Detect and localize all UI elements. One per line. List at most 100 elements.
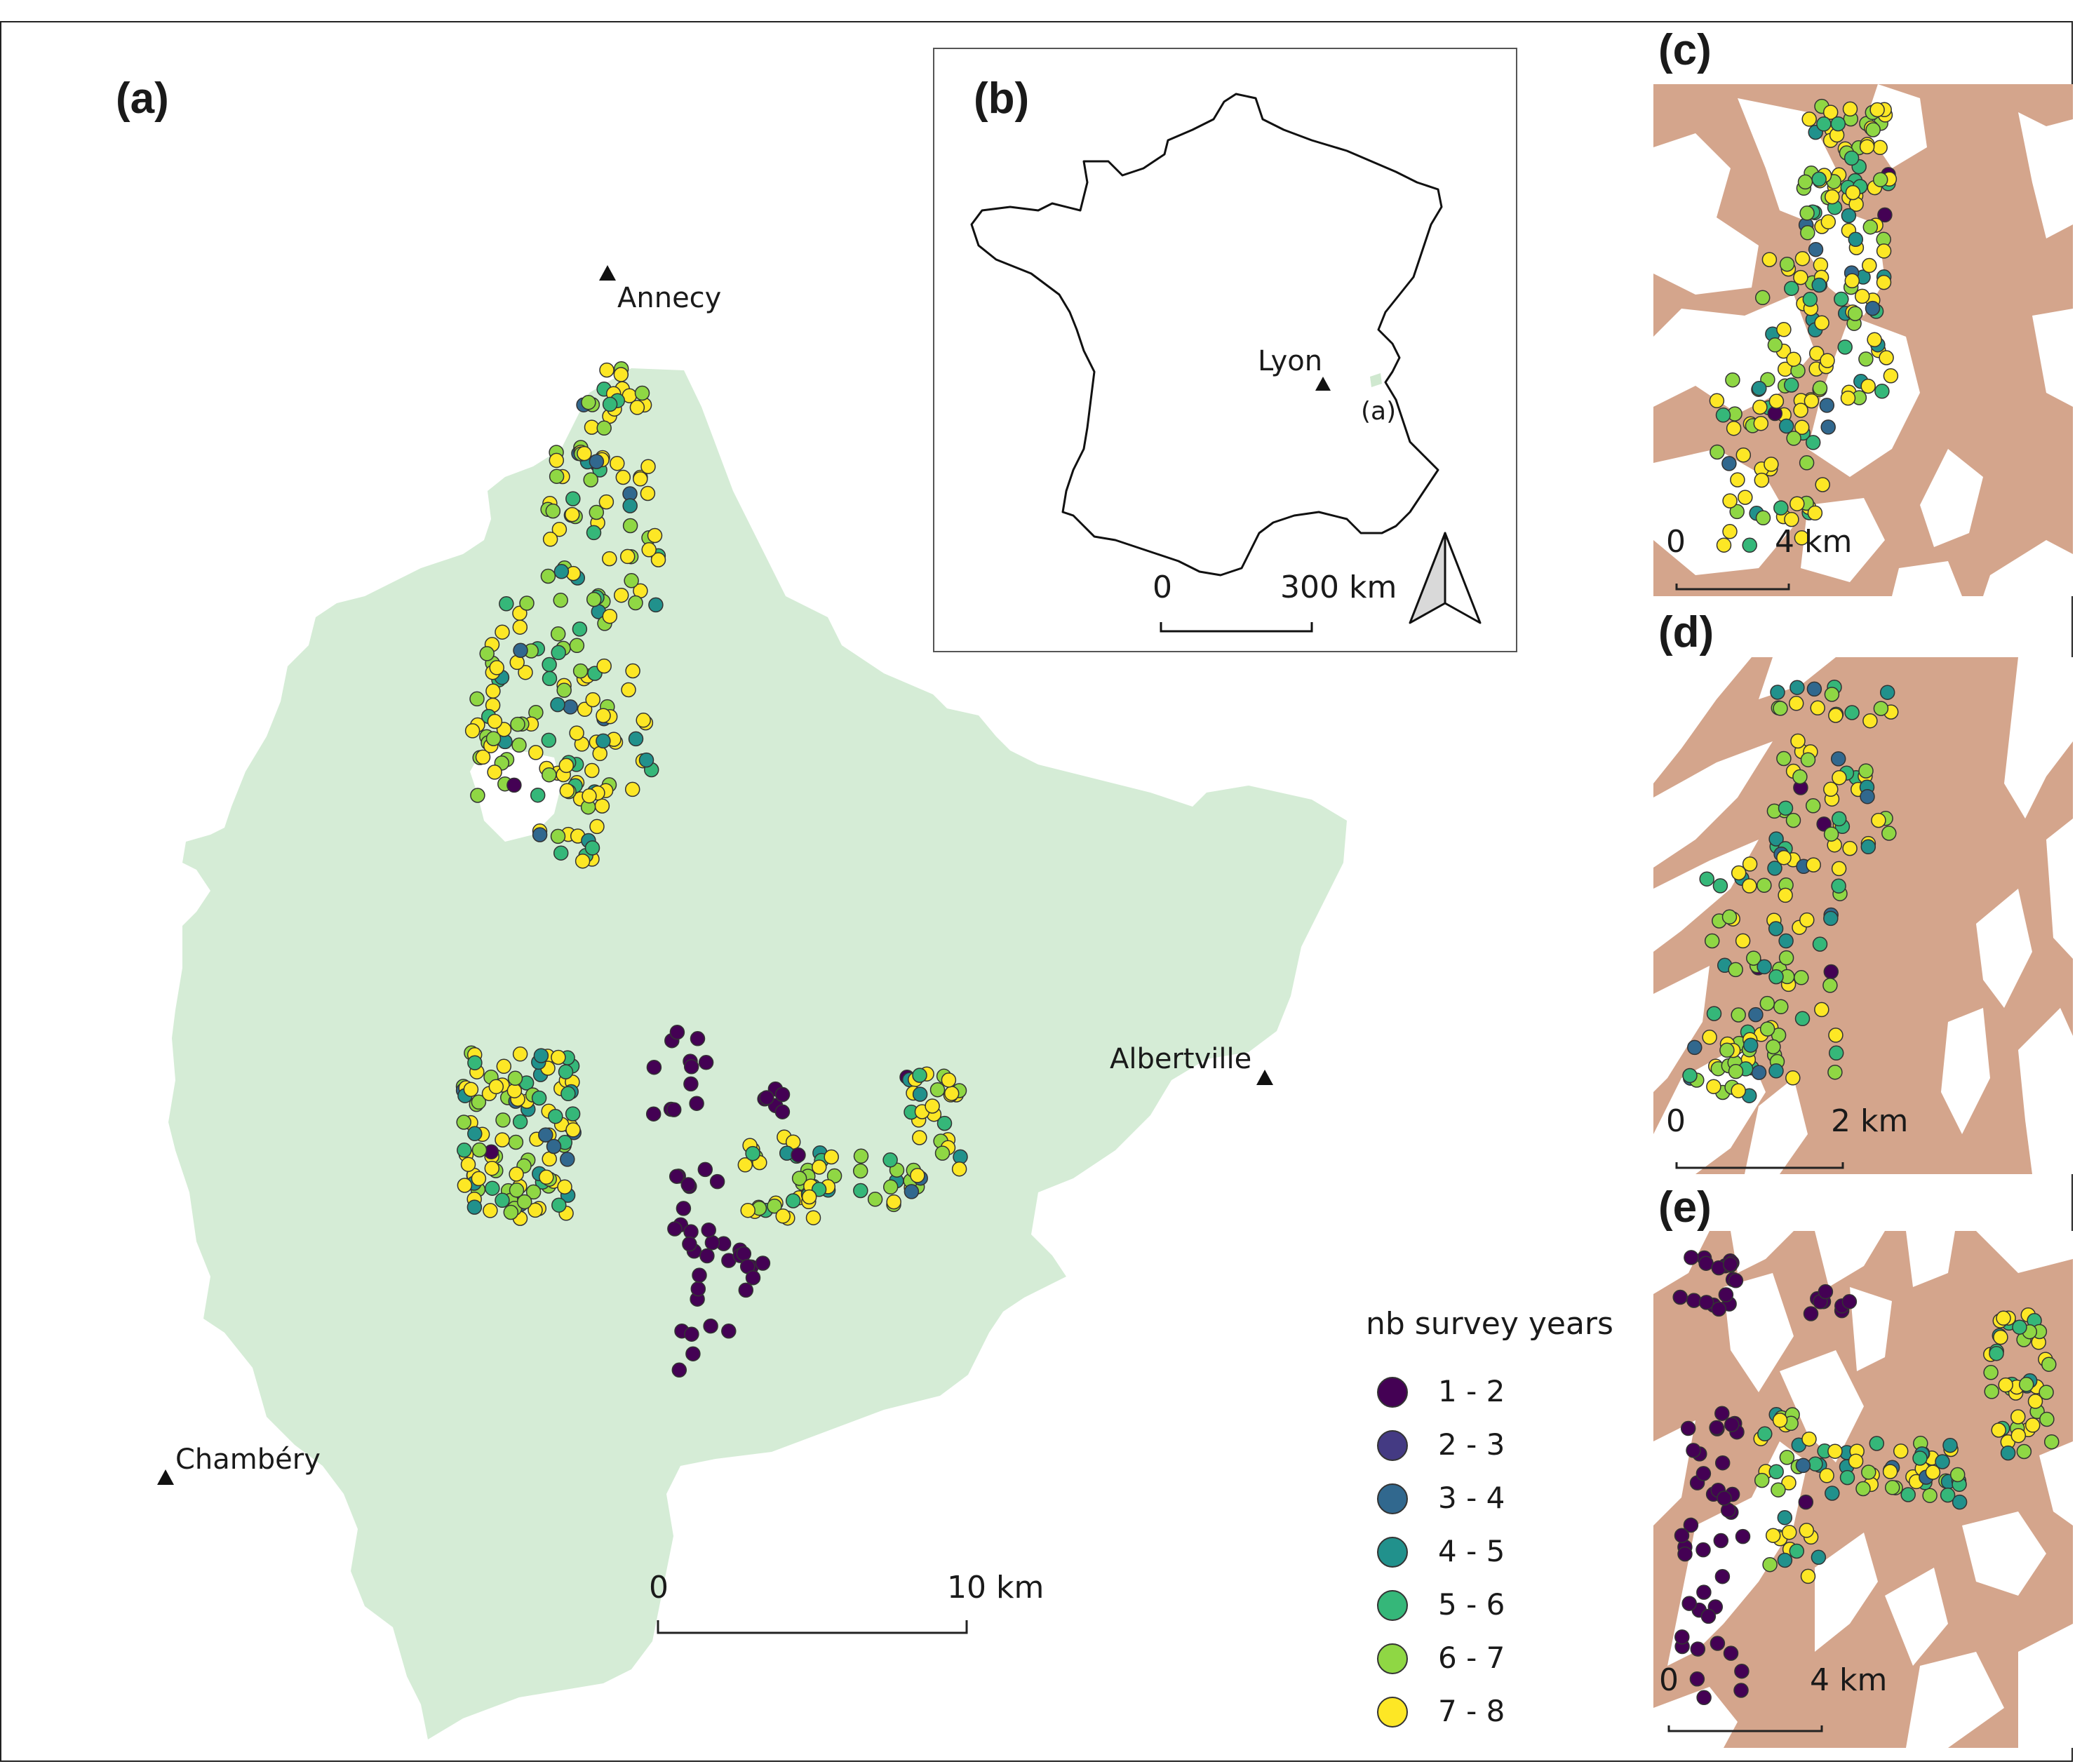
survey-point — [1721, 909, 1738, 925]
survey-point — [506, 777, 522, 793]
survey-point — [475, 749, 491, 765]
survey-point — [1800, 752, 1816, 767]
survey-point — [1786, 351, 1801, 367]
survey-point — [1714, 1455, 1731, 1471]
survey-point — [1722, 524, 1738, 539]
survey-point — [1799, 206, 1815, 221]
survey-point — [2043, 1434, 2060, 1450]
survey-point — [1808, 241, 1824, 257]
survey-point — [1684, 1250, 1699, 1265]
survey-point — [951, 1161, 967, 1177]
survey-point — [1735, 1528, 1751, 1544]
survey-point — [511, 737, 527, 753]
survey-point — [509, 1183, 525, 1198]
survey-point — [2041, 1356, 2057, 1372]
survey-point — [1848, 1453, 1864, 1469]
survey-point — [1811, 277, 1827, 293]
survey-point — [1778, 800, 1794, 816]
panel-d-label: (d) — [1658, 608, 1714, 657]
survey-points-d — [1682, 679, 1899, 1103]
survey-point — [886, 1194, 901, 1210]
legend-swatch — [1377, 1483, 1408, 1514]
survey-point — [650, 552, 666, 567]
survey-point — [1860, 839, 1876, 855]
survey-point — [1882, 1464, 1898, 1479]
survey-point — [1822, 105, 1839, 120]
survey-point — [1799, 912, 1815, 928]
survey-point — [692, 1267, 707, 1283]
survey-point — [471, 1094, 487, 1110]
survey-point — [1704, 933, 1720, 949]
survey-point — [1735, 933, 1751, 949]
zoom-map-e — [1653, 1231, 2073, 1748]
survey-point — [1768, 393, 1785, 409]
survey-point — [1847, 306, 1863, 321]
survey-point — [1724, 1417, 1740, 1432]
survey-point — [513, 642, 528, 659]
survey-point — [509, 1166, 524, 1182]
survey-point — [1991, 1422, 2006, 1438]
survey-point — [531, 1090, 547, 1106]
panel-a-label: (a) — [116, 74, 169, 123]
survey-point — [470, 788, 485, 803]
survey-point — [550, 696, 565, 713]
survey-point — [767, 1198, 782, 1214]
survey-point — [1858, 763, 1874, 779]
survey-point — [596, 733, 611, 749]
lyon-marker-icon — [1315, 377, 1331, 391]
survey-point — [1718, 1287, 1734, 1302]
survey-point — [1935, 1454, 1950, 1469]
survey-point — [1855, 1481, 1871, 1497]
survey-point — [1793, 403, 1808, 418]
survey-point — [791, 1171, 807, 1186]
survey-point — [1761, 252, 1778, 267]
survey-point — [941, 1072, 957, 1088]
survey-point — [697, 1162, 713, 1178]
survey-point — [1802, 292, 1818, 307]
survey-point — [483, 1203, 498, 1218]
survey-point — [496, 1058, 512, 1075]
legend-label: 6 - 7 — [1438, 1641, 1505, 1675]
survey-point — [1952, 1494, 1968, 1510]
survey-point — [1860, 788, 1875, 804]
survey-point — [589, 454, 605, 469]
survey-point — [785, 1134, 801, 1150]
survey-point — [1816, 116, 1832, 132]
survey-point — [934, 1145, 951, 1161]
survey-point — [1884, 1480, 1900, 1495]
survey-point — [704, 1234, 720, 1251]
survey-point — [624, 573, 639, 588]
survey-point — [1710, 1636, 1726, 1651]
survey-point — [1783, 377, 1799, 393]
survey-point — [2039, 1411, 2055, 1427]
legend-swatch — [1377, 1590, 1408, 1621]
survey-point — [1725, 372, 1740, 388]
survey-point — [471, 1171, 487, 1187]
survey-point — [774, 1104, 791, 1119]
survey-point — [553, 564, 570, 579]
survey-point — [621, 682, 636, 698]
survey-point — [542, 1151, 557, 1167]
albertville-marker-icon — [1256, 1070, 1273, 1085]
survey-point — [1841, 1294, 1858, 1309]
survey-point — [577, 445, 592, 462]
survey-point — [1696, 1690, 1712, 1706]
survey-point — [633, 471, 648, 487]
survey-point — [1765, 1528, 1781, 1543]
inset-marker-label: (a) — [1361, 397, 1397, 426]
survey-point — [551, 645, 566, 661]
survey-point — [1786, 431, 1801, 446]
survey-points-c — [1709, 98, 1899, 553]
survey-point — [510, 716, 525, 732]
survey-point — [1827, 1064, 1843, 1080]
city-label-annecy: Annecy — [617, 282, 722, 314]
survey-point — [1876, 243, 1892, 259]
survey-point — [463, 1082, 479, 1097]
survey-point — [1719, 1042, 1735, 1058]
survey-point — [556, 682, 572, 698]
survey-point — [1766, 1039, 1781, 1055]
survey-point — [1832, 769, 1847, 786]
survey-point — [1752, 380, 1767, 396]
survey-point — [466, 1199, 483, 1215]
survey-point — [560, 1152, 575, 1167]
